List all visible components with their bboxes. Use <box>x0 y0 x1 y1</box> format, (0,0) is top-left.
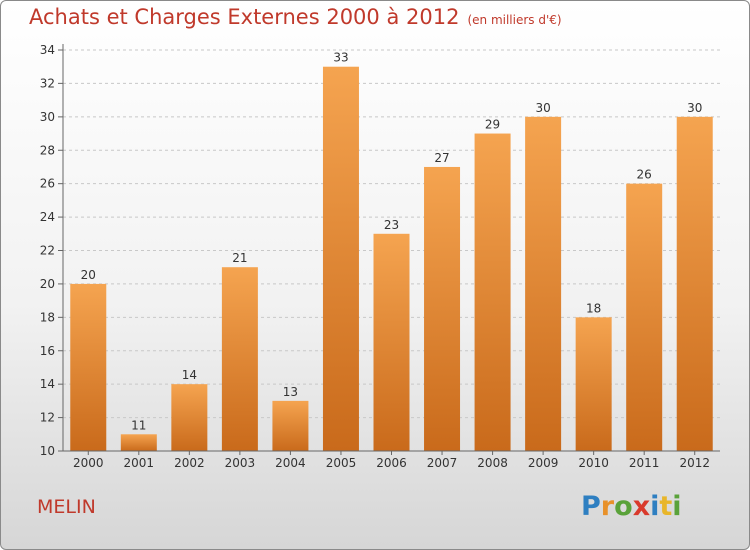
logo-letter: i <box>672 491 682 522</box>
bar-value-label: 13 <box>283 385 298 399</box>
y-tick-label: 14 <box>40 377 55 391</box>
y-tick-label: 10 <box>40 444 55 458</box>
bar-value-label: 30 <box>535 101 550 115</box>
bar-value-label: 11 <box>131 418 146 432</box>
bar-value-label: 33 <box>333 51 348 65</box>
x-tick-label: 2010 <box>578 456 609 470</box>
logo-letter: i <box>650 491 660 522</box>
bar-value-label: 30 <box>687 101 702 115</box>
bar <box>322 66 359 451</box>
chart-title-text: Achats et Charges Externes 2000 à 2012 <box>29 5 460 29</box>
y-tick-label: 32 <box>40 76 55 90</box>
place-name: MELIN <box>37 496 96 518</box>
y-tick-label: 30 <box>40 110 55 124</box>
bar-value-label: 27 <box>434 151 449 165</box>
y-tick-label: 28 <box>40 143 55 157</box>
bar-value-label: 29 <box>485 118 500 132</box>
x-tick-label: 2004 <box>275 456 306 470</box>
x-tick-label: 2000 <box>73 456 104 470</box>
y-tick-label: 12 <box>40 411 55 425</box>
x-tick-label: 2003 <box>225 456 256 470</box>
bar-value-label: 26 <box>637 168 652 182</box>
x-tick-label: 2002 <box>174 456 205 470</box>
x-tick-label: 2006 <box>376 456 407 470</box>
bar-value-label: 20 <box>81 268 96 282</box>
x-tick-label: 2009 <box>528 456 559 470</box>
proxiti-logo[interactable]: Proxiti <box>581 491 682 522</box>
y-tick-label: 18 <box>40 310 55 324</box>
x-tick-label: 2008 <box>477 456 508 470</box>
bar <box>424 166 461 452</box>
bars: 20 11 14 21 13 33 23 27 29 30 18 26 30 <box>70 51 713 452</box>
y-tick-label: 26 <box>40 177 55 191</box>
bar <box>575 317 612 451</box>
chart-title: Achats et Charges Externes 2000 à 2012 (e… <box>29 5 562 29</box>
bar <box>272 400 309 451</box>
chart-subtitle: (en milliers d'€) <box>467 13 562 27</box>
bar-value-label: 18 <box>586 301 601 315</box>
logo-letter: x <box>632 491 651 522</box>
logo-letter: r <box>600 491 615 522</box>
y-tick-label: 34 <box>40 43 55 57</box>
logo-letter: t <box>659 491 673 522</box>
bar <box>676 116 713 451</box>
bar <box>171 384 208 451</box>
x-tick-label: 2001 <box>124 456 155 470</box>
bar <box>626 183 663 451</box>
y-tick-label: 22 <box>40 244 55 258</box>
x-tick-label: 2012 <box>679 456 710 470</box>
x-tick-label: 2007 <box>427 456 458 470</box>
bar-value-label: 14 <box>182 368 197 382</box>
bar <box>70 283 107 451</box>
bar <box>525 116 562 451</box>
x-tick-label: 2011 <box>629 456 660 470</box>
bar-value-label: 21 <box>232 251 247 265</box>
bar <box>373 233 410 451</box>
y-tick-label: 16 <box>40 344 55 358</box>
x-tick-label: 2005 <box>326 456 357 470</box>
bar <box>474 133 511 451</box>
y-tick-label: 20 <box>40 277 55 291</box>
bar-value-label: 23 <box>384 218 399 232</box>
bar <box>120 434 157 451</box>
axes: 10 12 14 16 18 20 22 24 26 28 30 32 34 2000 2001 2002 20… <box>40 43 720 470</box>
y-tick-label: 24 <box>40 210 55 224</box>
logo-letter: P <box>581 491 601 522</box>
logo-letter: o <box>614 491 633 522</box>
bar <box>221 267 258 451</box>
